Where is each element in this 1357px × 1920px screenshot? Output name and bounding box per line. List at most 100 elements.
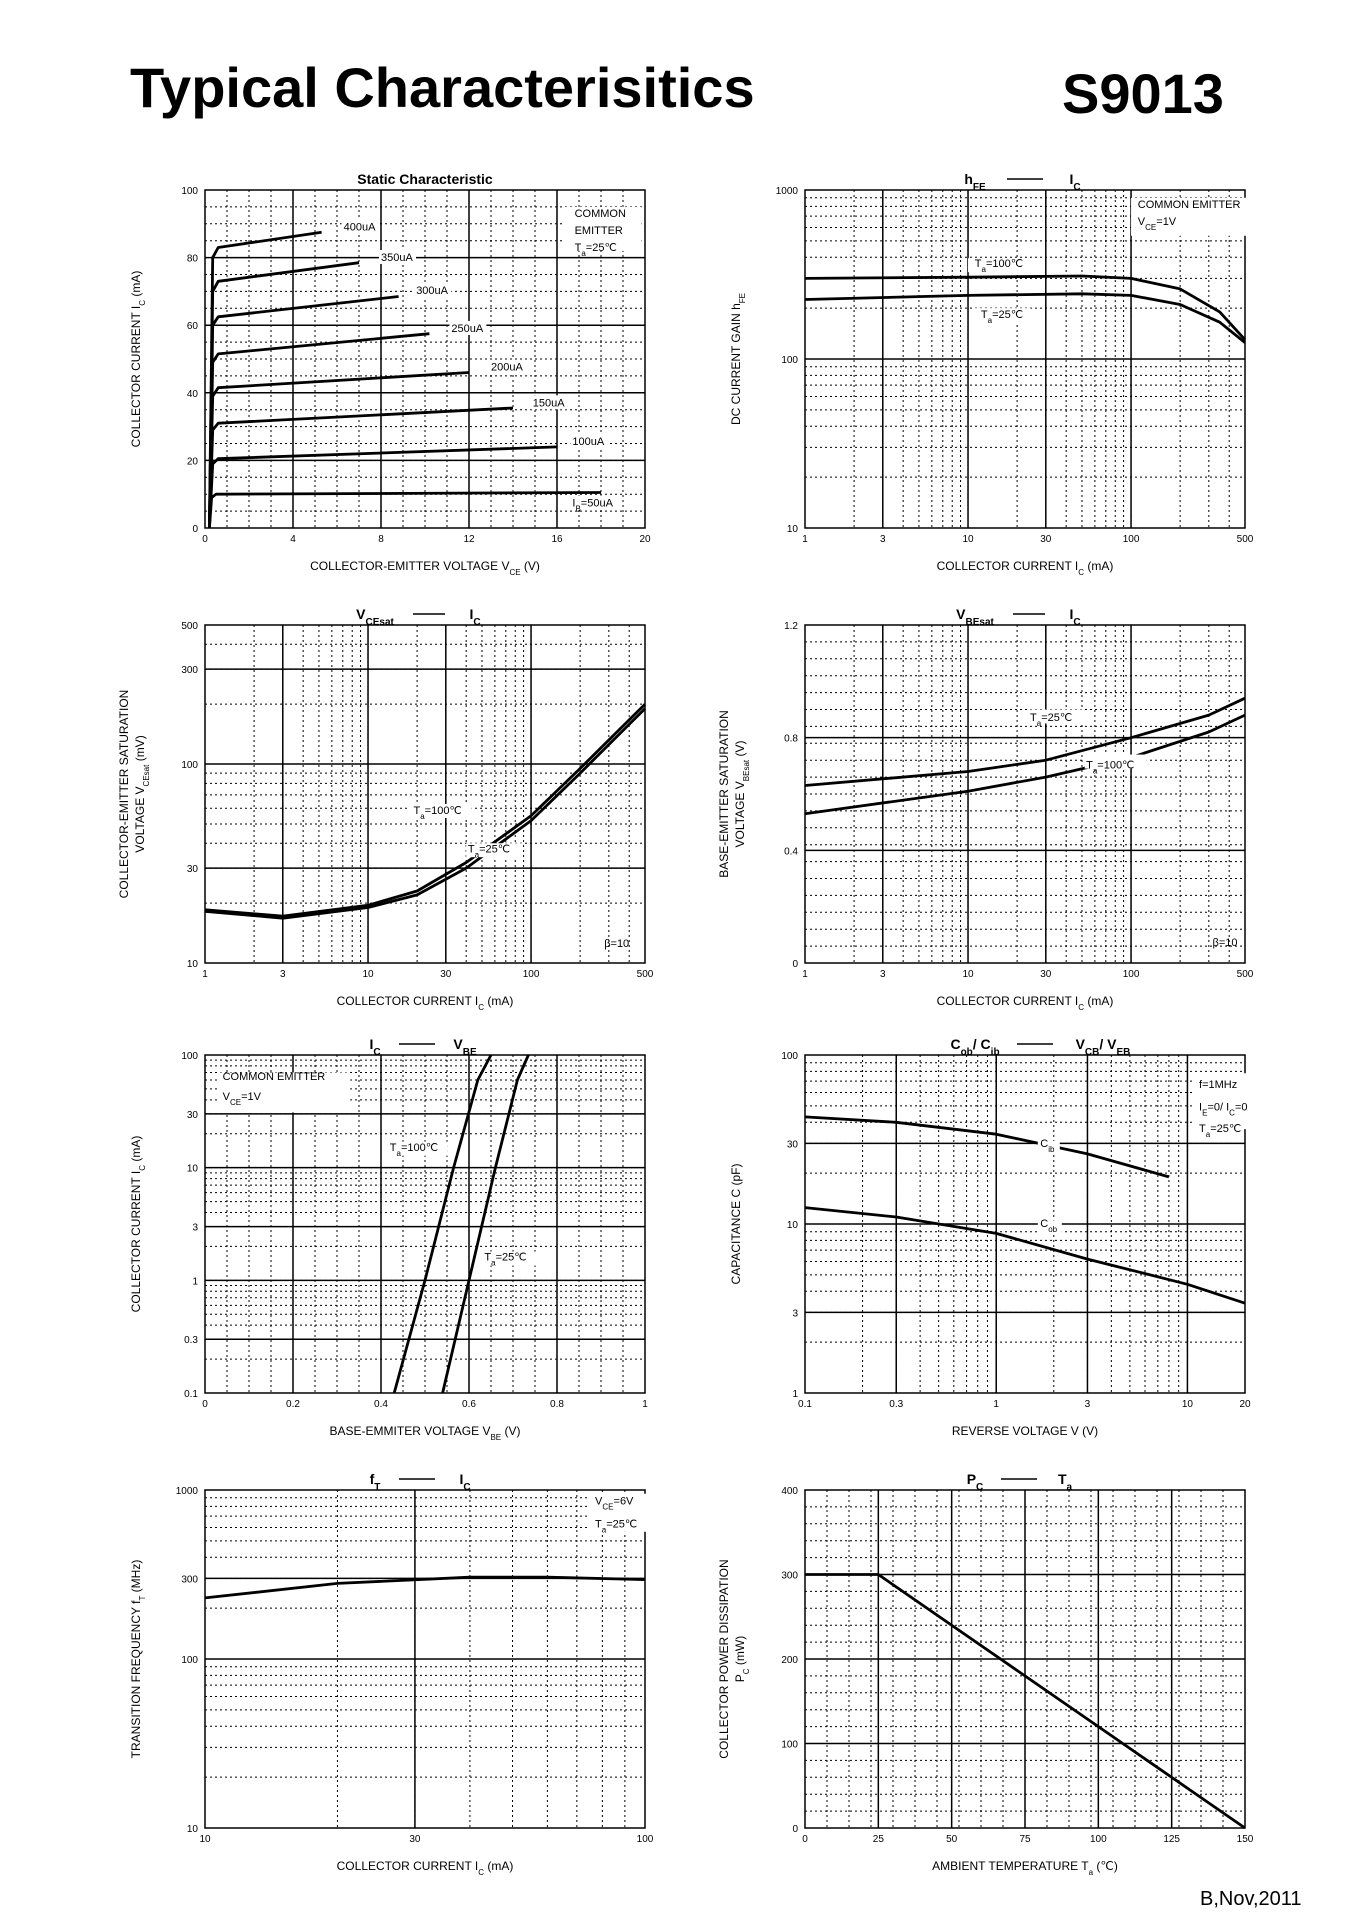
series-label: 200uA <box>491 361 523 373</box>
series-label: 350uA <box>381 252 413 264</box>
x-tick-label: 1 <box>642 1399 648 1410</box>
chart-title: Static Characteristic <box>357 171 493 187</box>
series-line-static-0 <box>208 491 602 529</box>
x-tick-label: 150 <box>1237 1834 1254 1845</box>
x-axis-label: COLLECTOR CURRENT IC (mA) <box>337 1859 514 1877</box>
y-axis-label-2: PC (mW) <box>733 1636 751 1682</box>
x-tick-label: 0.2 <box>286 1399 300 1410</box>
series-label: Ta=25℃ <box>484 1251 526 1267</box>
y-tick-label: 10 <box>187 1164 199 1175</box>
annotation: VCE=6V <box>595 1496 634 1512</box>
chart-title: Cob/ Cib <box>950 1036 999 1058</box>
pc-vs-ta-chart: 0 25 50 75 100 125 150 0 100 200 300 400 PC Ta AMBIENT… <box>700 1470 1260 1890</box>
y-axis-label-2: VOLTAGE VCEsat (mV) <box>133 735 151 852</box>
plot-frame <box>204 1489 646 1829</box>
y-tick-label: 1000 <box>176 1486 199 1497</box>
series-label: Ta=25℃ <box>468 843 510 859</box>
chart-title: fT <box>370 1471 381 1493</box>
x-axis-label: COLLECTOR-EMITTER VOLTAGE VCE (V) <box>310 559 540 577</box>
y-tick-label: 0 <box>192 524 198 535</box>
chart-title: VCEsat <box>356 606 394 628</box>
x-tick-label: 0 <box>802 1834 808 1845</box>
series-label: 100uA <box>572 436 604 448</box>
x-tick-label: 0.4 <box>374 1399 388 1410</box>
x-tick-label: 10 <box>1182 1399 1194 1410</box>
grid <box>805 1490 1245 1828</box>
x-tick-label: 0.8 <box>550 1399 564 1410</box>
annotation: COMMON EMITTER <box>223 1071 326 1083</box>
y-tick-label: 500 <box>181 621 198 632</box>
y-tick-label: 400 <box>781 1486 798 1497</box>
y-tick-label: 1000 <box>776 186 799 197</box>
grid <box>805 1055 1245 1393</box>
x-tick-label: 3 <box>1085 1399 1091 1410</box>
y-axis-label: COLLECTOR CURRENT IC (mA) <box>129 271 147 448</box>
x-tick-label: 20 <box>639 534 651 545</box>
series-line-icvbe-0 <box>392 1054 493 1394</box>
y-tick-label: 100 <box>781 1740 798 1751</box>
y-tick-label: 60 <box>187 321 199 332</box>
x-tick-label: 75 <box>1019 1834 1031 1845</box>
series-label: Ta=25℃ <box>981 309 1023 325</box>
x-axis-label: REVERSE VOLTAGE V (V) <box>952 1424 1098 1438</box>
x-axis-label: BASE-EMMITER VOLTAGE VBE (V) <box>330 1424 521 1442</box>
chart-title: IC <box>369 1036 380 1058</box>
y-axis-label-2: VOLTAGE VBEsat (V) <box>733 741 751 848</box>
y-tick-label: 10 <box>187 959 199 970</box>
ic-vs-vbe-chart: 0 0.2 0.4 0.6 0.8 1 0.1 0.3 1 3 10 30 100 IC VBE BASE-E… <box>100 1035 660 1455</box>
plot-frame <box>204 624 646 964</box>
annotation: Ta=25℃ <box>595 1518 637 1534</box>
x-axis-label: COLLECTOR CURRENT IC (mA) <box>337 994 514 1012</box>
annotation: f=1MHz <box>1199 1079 1237 1091</box>
plot-frame <box>804 189 1246 529</box>
chart-title: PC <box>967 1471 984 1493</box>
capacitance-chart: 0.1 0.3 1 3 10 20 1 3 10 30 100 Cob/ Cib VCB/ VEB REV… <box>700 1035 1266 1455</box>
series-label: Ta=100℃ <box>390 1142 438 1158</box>
y-tick-label: 0.8 <box>784 734 798 745</box>
x-tick-label: 20 <box>1239 1399 1251 1410</box>
plot-frame <box>804 1489 1246 1829</box>
x-tick-label: 100 <box>1123 534 1140 545</box>
x-tick-label: 4 <box>290 534 296 545</box>
x-tick-label: 100 <box>523 969 540 980</box>
series-line-hfe-0 <box>804 274 1247 341</box>
series-label: Ta=100℃ <box>413 805 461 821</box>
annotation: β=10 <box>1213 937 1238 949</box>
y-tick-label: 1 <box>792 1389 798 1400</box>
x-tick-label: 0 <box>202 534 208 545</box>
x-tick-label: 1 <box>802 534 808 545</box>
series-line-static-2 <box>208 406 514 529</box>
annotation: VCE=1V <box>1138 216 1177 232</box>
grid <box>205 1490 645 1828</box>
y-tick-label: 10 <box>787 524 799 535</box>
series-label: Ta=25℃ <box>1030 712 1072 728</box>
chart-title: VBE <box>453 1036 477 1058</box>
chart-title: IC <box>469 606 480 628</box>
chart-title: VCB/ VEB <box>1076 1036 1131 1058</box>
y-tick-label: 10 <box>187 1824 199 1835</box>
grid <box>205 1055 645 1393</box>
y-tick-label: 20 <box>187 456 199 467</box>
series-label: 150uA <box>533 397 565 409</box>
vcesat-vs-ic-chart: 1 3 10 30 100 500 10 30 100 300 500 VCEsat IC COLLECT… <box>100 605 660 1025</box>
x-axis-label: COLLECTOR CURRENT IC (mA) <box>937 559 1114 577</box>
x-tick-label: 0.6 <box>462 1399 476 1410</box>
x-tick-label: 50 <box>946 1834 958 1845</box>
grid <box>805 190 1245 528</box>
plot-frame <box>204 189 646 529</box>
x-tick-label: 500 <box>1237 534 1254 545</box>
plot-frame <box>804 1054 1246 1394</box>
annotation: Ta=25℃ <box>575 242 617 258</box>
y-axis-label: CAPACITANCE C (pF) <box>729 1164 743 1285</box>
series-line-cob-1 <box>804 1206 1246 1305</box>
plot-frame <box>204 1054 646 1394</box>
series-label: Cob <box>1040 1218 1057 1234</box>
y-tick-label: 40 <box>187 389 199 400</box>
x-tick-label: 500 <box>1237 969 1254 980</box>
y-tick-label: 1.2 <box>784 621 798 632</box>
y-tick-label: 100 <box>181 1655 198 1666</box>
y-axis-label: COLLECTOR-EMITTER SATURATION <box>117 690 131 899</box>
x-tick-label: 1 <box>202 969 208 980</box>
y-tick-label: 100 <box>781 355 798 366</box>
chart-title: hFE <box>964 171 986 193</box>
